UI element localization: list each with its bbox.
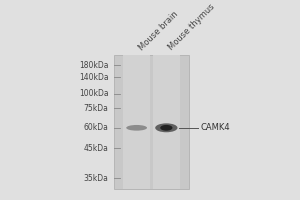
Ellipse shape xyxy=(160,125,172,131)
Text: CAMK4: CAMK4 xyxy=(200,123,230,132)
Text: Mouse thymus: Mouse thymus xyxy=(166,2,216,52)
Ellipse shape xyxy=(155,123,178,132)
Bar xyxy=(153,55,180,189)
Text: 75kDa: 75kDa xyxy=(83,104,108,113)
Text: 35kDa: 35kDa xyxy=(83,174,108,183)
Bar xyxy=(114,55,189,189)
Text: 180kDa: 180kDa xyxy=(79,61,108,70)
Text: 140kDa: 140kDa xyxy=(79,73,108,82)
Ellipse shape xyxy=(126,125,147,131)
Text: 60kDa: 60kDa xyxy=(83,123,108,132)
Text: 45kDa: 45kDa xyxy=(83,144,108,153)
Text: Mouse brain: Mouse brain xyxy=(136,9,180,52)
Text: 100kDa: 100kDa xyxy=(79,89,108,98)
Bar xyxy=(123,55,150,189)
